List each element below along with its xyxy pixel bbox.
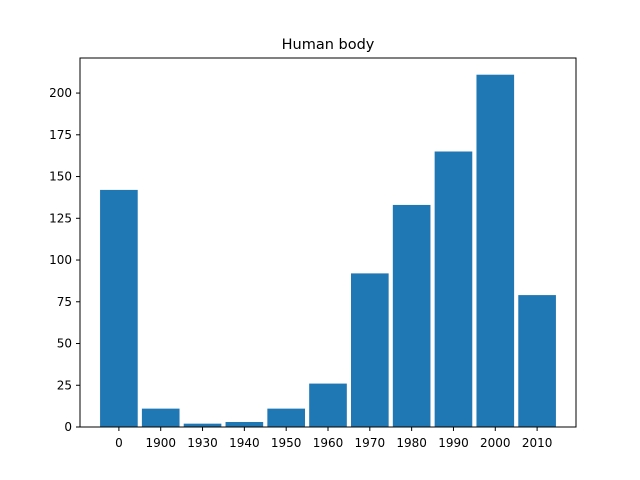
y-tick-label-150: 150 xyxy=(49,170,72,184)
bar-1970 xyxy=(351,273,389,427)
y-tick-label-50: 50 xyxy=(57,337,72,351)
x-tick-label-1950: 1950 xyxy=(271,436,302,450)
x-tick-label-2010: 2010 xyxy=(522,436,553,450)
x-tick-label-2000: 2000 xyxy=(480,436,511,450)
bar-1950 xyxy=(267,408,305,427)
x-tick-label-1960: 1960 xyxy=(313,436,344,450)
y-tick-label-25: 25 xyxy=(57,378,72,392)
y-axis: 0 25 50 75 100 125 150 175 200 xyxy=(49,86,80,434)
plot-frame xyxy=(79,57,577,428)
y-tick-label-75: 75 xyxy=(57,295,72,309)
bar-1980 xyxy=(392,204,431,427)
bar-2000 xyxy=(476,74,515,427)
x-tick-label-1990: 1990 xyxy=(438,436,469,450)
chart-title: Human body xyxy=(282,37,375,53)
bar-1990 xyxy=(434,151,473,427)
x-tick-label-1970: 1970 xyxy=(355,436,386,450)
y-tick-label-175: 175 xyxy=(49,128,72,142)
bar-0 xyxy=(100,189,138,427)
x-tick-label-1930: 1930 xyxy=(187,436,218,450)
y-tick-label-100: 100 xyxy=(49,253,72,267)
bars-group xyxy=(100,74,556,427)
bar-1940 xyxy=(225,421,264,427)
y-tick-label-0: 0 xyxy=(64,420,72,434)
bar-2010 xyxy=(518,295,556,427)
y-tick-label-125: 125 xyxy=(49,211,72,225)
bar-1900 xyxy=(141,408,180,427)
x-axis: 0 1900 1930 1940 1950 1960 1970 1980 1990 2000 201… xyxy=(115,427,552,450)
bar-1960 xyxy=(309,383,347,427)
x-tick-label-1980: 1980 xyxy=(396,436,427,450)
x-tick-label-1900: 1900 xyxy=(145,436,176,450)
bar-1930 xyxy=(183,423,222,427)
x-tick-label-0: 0 xyxy=(115,436,123,450)
y-tick-label-200: 200 xyxy=(49,86,72,100)
x-tick-label-1940: 1940 xyxy=(229,436,260,450)
